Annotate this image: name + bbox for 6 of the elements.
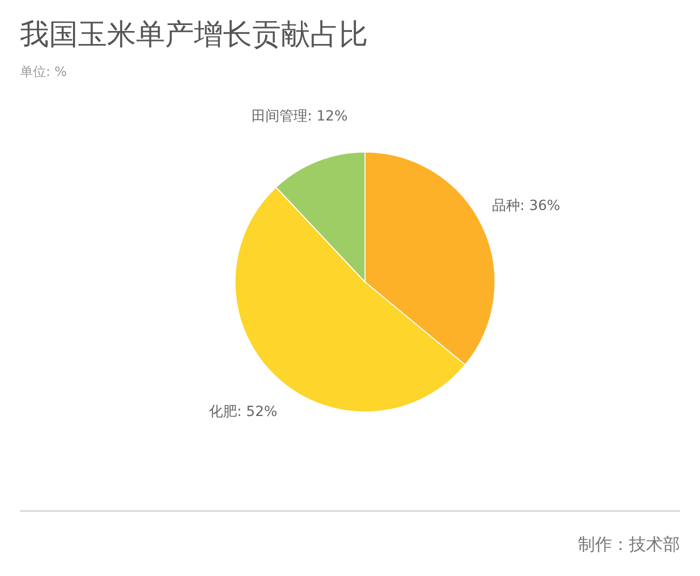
slice-label: 田间管理: 12% bbox=[251, 108, 348, 124]
text: 制作：技术部 bbox=[578, 534, 680, 556]
slice-label: 化肥: 52% bbox=[209, 404, 278, 420]
text: 单位: % bbox=[20, 65, 67, 80]
slice-label: 品种: 36% bbox=[492, 198, 560, 214]
chart-title: 我国玉米单产增长贡献占比 bbox=[20, 17, 368, 51]
